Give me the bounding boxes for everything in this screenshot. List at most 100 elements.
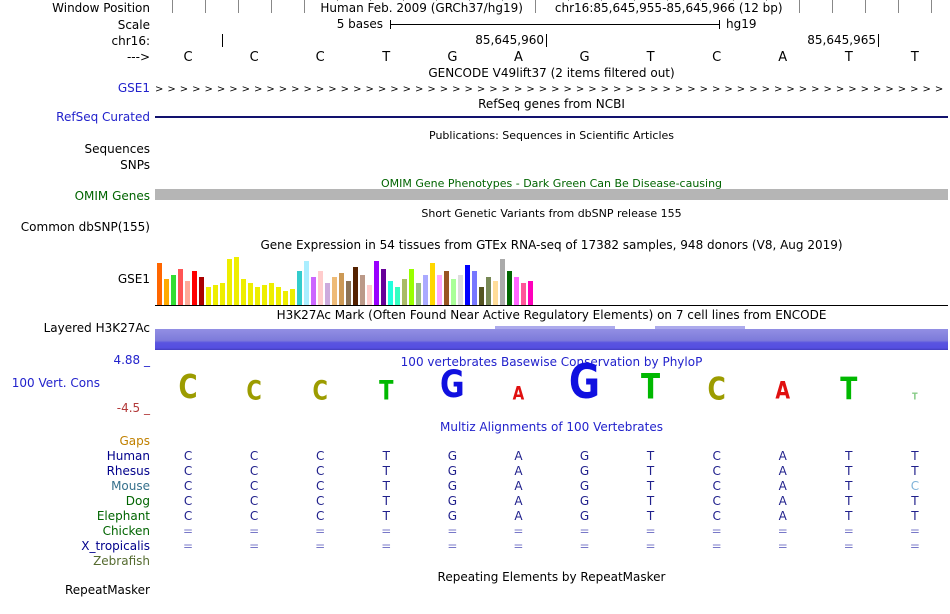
gtex-bar[interactable] [500,259,505,305]
gtex-bar[interactable] [241,279,246,305]
gtex-bar[interactable] [164,279,169,305]
multiz-row-zebrafish[interactable]: Zebrafish [0,554,950,569]
conservation-item-label[interactable]: 100 Vert. Cons [11,376,100,390]
omim-gene-bar[interactable] [155,189,948,200]
gtex-bar[interactable] [192,271,197,305]
multiz-species-label[interactable]: Elephant [96,509,150,523]
gtex-bar[interactable] [409,269,414,305]
multiz-species-label[interactable]: X_tropicalis [81,539,150,553]
multiz-row-gaps[interactable]: Gaps [0,434,950,449]
gtex-bar[interactable] [486,277,491,305]
gtex-bar[interactable] [269,283,274,305]
gtex-bar[interactable] [360,275,365,305]
gtex-bar[interactable] [255,287,260,305]
gtex-bar[interactable] [430,263,435,305]
gtex-bar[interactable] [325,283,330,305]
gtex-bar[interactable] [297,271,302,305]
multiz-row-chicken[interactable]: Chicken = = = = = = = = = = = = [0,524,950,539]
sequences-track-label[interactable]: Sequences [84,142,150,156]
gtex-bar[interactable] [514,277,519,305]
gtex-bar[interactable] [262,285,267,305]
gtex-bar[interactable] [402,279,407,305]
gtex-bar[interactable] [332,277,337,305]
gtex-bar[interactable] [339,273,344,305]
multiz-row-dog[interactable]: Dog C C C T G A G T C A T T [0,494,950,509]
gtex-bar[interactable] [199,277,204,305]
gencode-item-label[interactable]: GSE1 [117,81,150,95]
gtex-bar[interactable] [234,257,239,305]
gtex-bar[interactable] [381,269,386,305]
gtex-bar[interactable] [213,285,218,305]
gtex-bar[interactable] [451,279,456,305]
multiz-row-mouse[interactable]: Mouse C C C T G A G T C A T C [0,479,950,494]
gtex-bar[interactable] [185,281,190,305]
gtex-bar[interactable] [507,271,512,305]
gtex-item-label[interactable]: GSE1 [117,272,150,286]
gtex-bar[interactable] [206,287,211,305]
gtex-bar[interactable] [227,259,232,305]
multiz-species-label[interactable]: Dog [125,494,150,508]
gtex-bar[interactable] [304,261,309,305]
multiz-row-x_tropicalis[interactable]: X_tropicalis = = = = = = = = = = = = [0,539,950,554]
align-base: C [712,509,721,523]
gtex-bar[interactable] [444,271,449,305]
gtex-bar[interactable] [367,285,372,305]
gtex-bar[interactable] [388,281,393,305]
gtex-bar[interactable] [178,269,183,305]
h3k27ac-signal-bump [495,326,615,329]
omim-item-label[interactable]: OMIM Genes [74,189,150,203]
align-base: T [911,494,919,508]
logo-letter: G [440,363,465,408]
gtex-bar[interactable] [171,275,176,305]
gtex-bar[interactable] [157,263,162,305]
multiz-species-label[interactable]: Gaps [119,434,150,448]
gtex-bar[interactable] [276,287,281,305]
repeatmasker-item-label[interactable]: RepeatMasker [64,583,150,597]
multiz-species-label[interactable]: Rhesus [106,464,150,478]
gtex-bar[interactable] [423,275,428,305]
multiz-row-elephant[interactable]: Elephant C C C T G A G T C A T T [0,509,950,524]
gtex-bar[interactable] [283,291,288,305]
scale-bar-line [390,24,720,25]
gtex-bar[interactable] [311,277,316,305]
dbsnp-item-label[interactable]: Common dbSNP(155) [20,220,150,234]
multiz-species-label[interactable]: Mouse [111,479,150,493]
multiz-species-label[interactable]: Human [106,449,150,463]
multiz-row-human[interactable]: Human C C C T G A G T C A T T [0,449,950,464]
h3k27ac-item-label[interactable]: Layered H3K27Ac [43,321,150,335]
gtex-bar[interactable] [437,275,442,305]
gtex-bar[interactable] [458,275,463,305]
align-base: = [645,524,656,538]
gencode-gene-arrows[interactable]: >>>>>>>>>>>>>>>>>>>>>>>>>>>>>>>>>>>>>>>>… [155,84,948,95]
gtex-bar[interactable] [248,283,253,305]
gtex-bars[interactable] [157,255,533,305]
gtex-bar[interactable] [220,283,225,305]
gtex-bar[interactable] [318,271,323,305]
gtex-bar[interactable] [346,281,351,305]
refseq-item-label[interactable]: RefSeq Curated [56,110,150,124]
gtex-bar[interactable] [353,267,358,305]
multiz-row-rhesus[interactable]: Rhesus C C C T G A G T C A T T [0,464,950,479]
multiz-species-label[interactable]: Zebrafish [93,554,150,568]
gtex-bar[interactable] [528,281,533,305]
snps-track-label[interactable]: SNPs [120,158,150,172]
multiz-species-label[interactable]: Chicken [102,524,150,538]
gtex-bar[interactable] [479,287,484,305]
gtex-bar[interactable] [416,283,421,305]
gtex-bar[interactable] [374,261,379,305]
gtex-bar[interactable] [493,281,498,305]
h3k27ac-signal-bar[interactable] [155,326,948,350]
gtex-bar[interactable] [521,283,526,305]
gtex-bar[interactable] [290,289,295,305]
refseq-gene-line[interactable] [155,116,948,118]
align-base: T [382,509,390,523]
gtex-bar[interactable] [395,287,400,305]
gtex-bar[interactable] [472,271,477,305]
strand-label: ---> [126,50,150,64]
align-base [353,554,419,569]
gtex-bar[interactable] [465,265,470,305]
chrom-label: chr16: [111,34,150,48]
refseq-title: RefSeq genes from NCBI [478,97,625,111]
